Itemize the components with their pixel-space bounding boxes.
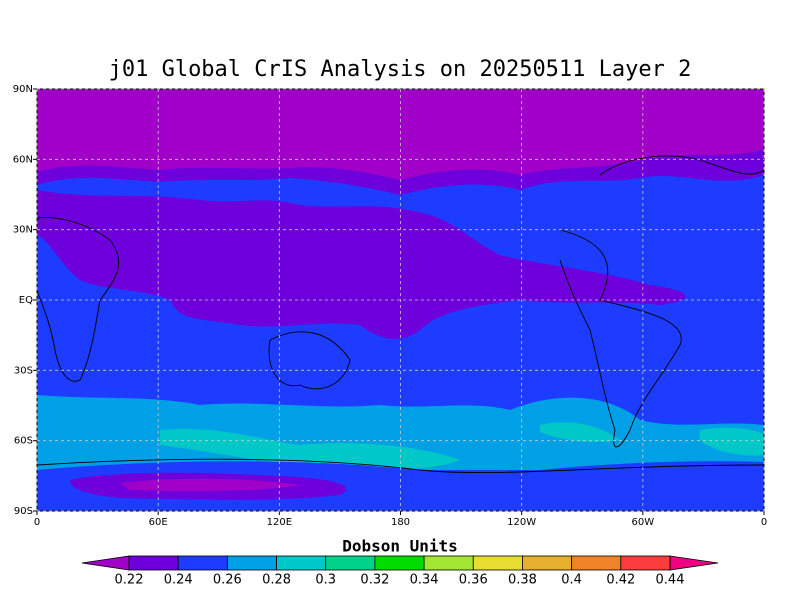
- colorbar-box: [423, 555, 474, 571]
- colorbar-tick-label: 0.22: [115, 573, 144, 588]
- colorbar-label: Dobson Units: [342, 537, 458, 556]
- field-region: [37, 190, 686, 340]
- colorbar-box: [620, 555, 671, 571]
- colorbar-box: [522, 555, 573, 571]
- x-tick-label: 0: [34, 517, 40, 528]
- colorbar-tick-label: 0.28: [262, 573, 291, 588]
- field-region: [37, 89, 764, 180]
- colorbar-box: [177, 555, 228, 571]
- colorbar-tick-label: 0.24: [164, 573, 193, 588]
- colorbar-tick-label: 0.26: [213, 573, 242, 588]
- y-tick-label: EQ: [19, 295, 33, 306]
- colorbar-box: [472, 555, 523, 571]
- field-region: [120, 478, 300, 492]
- colorbar-box: [276, 555, 327, 571]
- field-region: [160, 422, 764, 470]
- y-tick-label: 60N: [13, 154, 33, 165]
- y-tick-label: 60S: [14, 436, 33, 447]
- colorbar-box: [325, 555, 376, 571]
- y-tick-label: 30N: [13, 225, 33, 236]
- x-tick-label: 120E: [267, 517, 292, 528]
- colorbar-box: [374, 555, 425, 571]
- x-tick-label: 120W: [507, 517, 536, 528]
- x-tick-label: 60E: [149, 517, 168, 528]
- y-tick-label: 30S: [14, 365, 33, 376]
- colorbar-box: [571, 555, 622, 571]
- colorbar-tick-label: 0.38: [508, 573, 537, 588]
- colorbar-tick-label: 0.44: [656, 573, 685, 588]
- y-tick-label: 90N: [13, 84, 33, 95]
- x-tick-label: 180: [391, 517, 410, 528]
- chart-title: j01 Global CrIS Analysis on 20250511 Lay…: [109, 57, 692, 82]
- colorbar-tick-label: 0.32: [360, 573, 389, 588]
- colorbar-box: [128, 555, 179, 571]
- colorbar-tick-label: 0.42: [606, 573, 635, 588]
- colorbar-tick-label: 0.3: [315, 573, 336, 588]
- colorbar-tick-label: 0.36: [459, 573, 488, 588]
- colorbar-tick-label: 0.4: [561, 573, 582, 588]
- x-tick-label: 60W: [632, 517, 655, 528]
- colorbar-low: [81, 555, 130, 571]
- y-tick-label: 90S: [14, 506, 33, 517]
- colorbar-tick-label: 0.34: [410, 573, 439, 588]
- x-tick-label: 0: [761, 517, 767, 528]
- colorbar-high: [669, 555, 719, 571]
- colorbar-box: [226, 555, 277, 571]
